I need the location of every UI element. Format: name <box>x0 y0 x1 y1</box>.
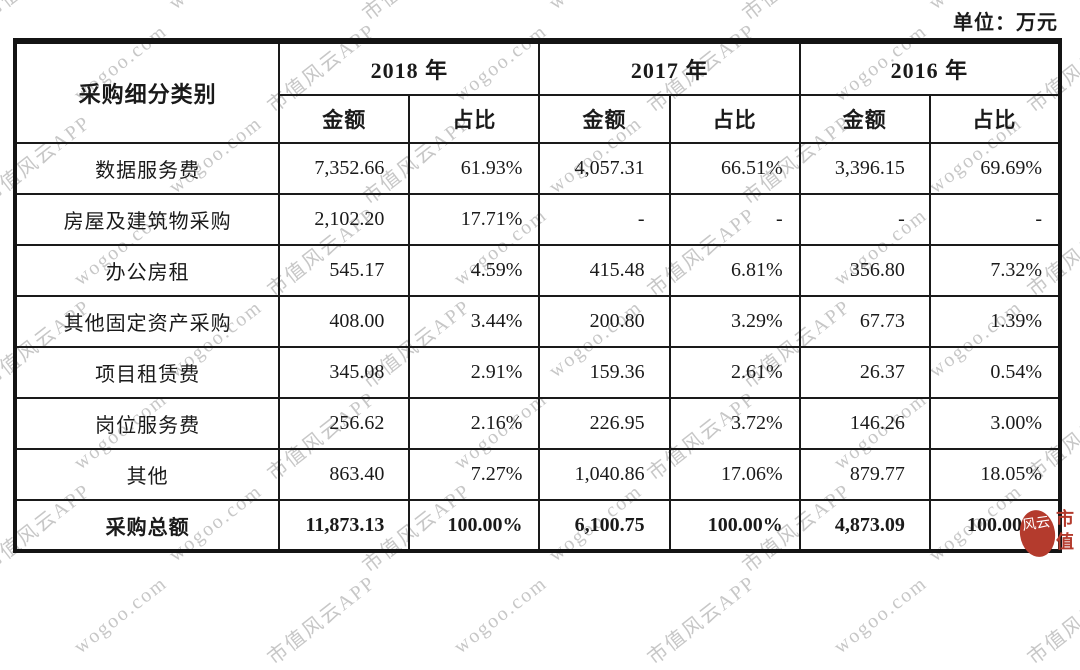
year-2016-header: 2016 年 <box>798 40 1062 96</box>
ratio-header-2017: 占比 <box>668 94 801 144</box>
category-cell: 其他固定资产采购 <box>13 295 281 348</box>
amount-cell: 159.36 <box>538 346 671 399</box>
amount-cell: 11,873.13 <box>278 499 411 552</box>
table-row: 采购总额 11,873.13 100.00% 6,100.75 100.00% 4,873… <box>13 499 1062 552</box>
ratio-cell: 61.93% <box>408 142 541 195</box>
amount-cell: 345.08 <box>278 346 411 399</box>
watermark-text: 市值风云APP <box>0 567 1 670</box>
table-row: 其他 863.40 7.27% 1,040.86 17.06% 879.77 18.05% <box>13 448 1062 501</box>
ratio-cell: 0.54% <box>928 346 1062 399</box>
procurement-table: 采购细分类别 2018 年 2017 年 2016 年 金额 占比 金额 占比 … <box>13 38 1062 553</box>
category-header: 采购细分类别 <box>13 40 281 144</box>
amount-cell: 863.40 <box>278 448 411 501</box>
brand-name-text: 市值 <box>1056 509 1074 552</box>
watermark-text: 市值风云APP <box>643 571 761 670</box>
brand-seal-icon: 风云 <box>1016 507 1059 560</box>
amount-cell: 200.80 <box>538 295 671 348</box>
header-sub-row: 金额 占比 金额 占比 金额 占比 <box>15 94 1062 144</box>
watermark-text: 市值风云APP <box>0 15 1 118</box>
ratio-cell: 3.29% <box>668 295 801 348</box>
amount-header-2016: 金额 <box>798 94 931 144</box>
ratio-cell: 2.91% <box>408 346 541 399</box>
amount-cell: 146.26 <box>798 397 931 450</box>
amount-cell: 545.17 <box>278 244 411 297</box>
category-cell: 项目租赁费 <box>13 346 281 399</box>
category-cell: 数据服务费 <box>13 142 281 195</box>
ratio-cell: 100.00% <box>408 499 541 552</box>
amount-cell: 256.62 <box>278 397 411 450</box>
ratio-cell: - <box>928 193 1062 246</box>
watermark-text: wogoo.com <box>829 571 932 659</box>
table-row: 数据服务费 7,352.66 61.93% 4,057.31 66.51% 3,396.1… <box>13 142 1062 195</box>
ratio-header-2016: 占比 <box>928 94 1062 144</box>
watermark-text: 市值风云APP <box>1023 571 1080 670</box>
category-cell: 房屋及建筑物采购 <box>13 193 281 246</box>
ratio-cell: 3.44% <box>408 295 541 348</box>
amount-cell: 2,102.20 <box>278 193 411 246</box>
amount-cell: - <box>538 193 671 246</box>
amount-cell: - <box>798 193 931 246</box>
amount-cell: 7,352.66 <box>278 142 411 195</box>
amount-cell: 226.95 <box>538 397 671 450</box>
ratio-cell: 3.00% <box>928 397 1062 450</box>
ratio-cell: 17.71% <box>408 193 541 246</box>
ratio-cell: - <box>668 193 801 246</box>
ratio-cell: 100.00% <box>668 499 801 552</box>
amount-cell: 1,040.86 <box>538 448 671 501</box>
ratio-cell: 3.72% <box>668 397 801 450</box>
amount-cell: 408.00 <box>278 295 411 348</box>
amount-cell: 879.77 <box>798 448 931 501</box>
table-row: 其他固定资产采购 408.00 3.44% 200.80 3.29% 67.73 1.39% <box>13 295 1062 348</box>
watermark-text: 市值风云APP <box>355 0 476 26</box>
watermark-text: wogoo.com <box>165 0 267 15</box>
category-cell: 岗位服务费 <box>13 397 281 450</box>
watermark-text: wogoo.com <box>545 0 647 15</box>
category-cell: 其他 <box>13 448 281 501</box>
amount-cell: 356.80 <box>798 244 931 297</box>
amount-cell: 4,873.09 <box>798 499 931 552</box>
ratio-cell: 2.16% <box>408 397 541 450</box>
header-year-row: 采购细分类别 2018 年 2017 年 2016 年 <box>13 40 1062 144</box>
category-cell: 采购总额 <box>13 499 281 552</box>
watermark-text: 市值风云APP <box>735 0 856 26</box>
table-body: 数据服务费 7,352.66 61.93% 4,057.31 66.51% 3,396.1… <box>13 142 1062 552</box>
ratio-cell: 7.32% <box>928 244 1062 297</box>
table-row: 岗位服务费 256.62 2.16% 226.95 3.72% 146.26 3.00% <box>13 397 1062 450</box>
watermark-text: 市值风云APP <box>0 199 1 302</box>
ratio-cell: 2.61% <box>668 346 801 399</box>
amount-cell: 3,396.15 <box>798 142 931 195</box>
watermark-text: 市值风云APP <box>0 383 1 486</box>
amount-cell: 415.48 <box>538 244 671 297</box>
amount-cell: 67.73 <box>798 295 931 348</box>
category-cell: 办公房租 <box>13 244 281 297</box>
amount-cell: 26.37 <box>798 346 931 399</box>
ratio-header-2018: 占比 <box>408 94 541 144</box>
watermark-text: wogoo.com <box>449 571 552 659</box>
amount-cell: 6,100.75 <box>538 499 671 552</box>
amount-header-2017: 金额 <box>538 94 671 144</box>
table-row: 办公房租 545.17 4.59% 415.48 6.81% 356.80 7.32% <box>13 244 1062 297</box>
ratio-cell: 69.69% <box>928 142 1062 195</box>
year-2017-header: 2017 年 <box>538 40 801 96</box>
ratio-cell: 66.51% <box>668 142 801 195</box>
table-row: 项目租赁费 345.08 2.91% 159.36 2.61% 26.37 0.54% <box>13 346 1062 399</box>
ratio-cell: 17.06% <box>668 448 801 501</box>
ratio-cell: 7.27% <box>408 448 541 501</box>
ratio-cell: 18.05% <box>928 448 1062 501</box>
amount-header-2018: 金额 <box>278 94 411 144</box>
table-row: 房屋及建筑物采购 2,102.20 17.71% - - - - <box>13 193 1062 246</box>
watermark-text: wogoo.com <box>69 571 172 659</box>
ratio-cell: 4.59% <box>408 244 541 297</box>
brand-logo: 风云 市值 <box>1016 504 1080 566</box>
watermark-text: 市值风云APP <box>0 0 96 26</box>
unit-label: 单位：万元 <box>953 12 1058 34</box>
amount-cell: 4,057.31 <box>538 142 671 195</box>
watermark-text: 市值风云APP <box>263 571 381 670</box>
year-2018-header: 2018 年 <box>278 40 541 96</box>
ratio-cell: 6.81% <box>668 244 801 297</box>
ratio-cell: 1.39% <box>928 295 1062 348</box>
